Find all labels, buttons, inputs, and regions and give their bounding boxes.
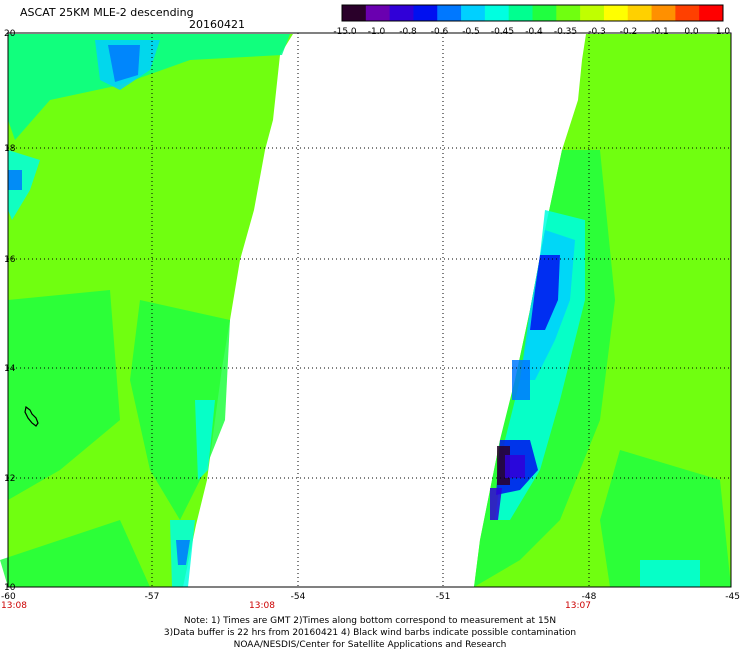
colorbar-swatch	[627, 5, 653, 21]
colorbar-label: -0.8	[399, 27, 417, 37]
lon-label: -57	[145, 592, 160, 602]
swath-patch	[195, 400, 215, 480]
swath-patch	[0, 520, 150, 587]
swath-patch	[108, 45, 140, 82]
colorbar: -15.0 -1.0 -0.8 -0.6 -0.5 -0.45 -0.4 -0.35 -0.3 -…	[333, 4, 731, 37]
island-outline	[24, 405, 39, 427]
colorbar-label: 1.0	[716, 27, 731, 37]
swath-left	[0, 34, 293, 587]
colorbar-swatch	[437, 5, 462, 21]
time-label: 13:07	[565, 601, 591, 611]
colorbar-label: -0.4	[525, 27, 543, 37]
lat-label: 18	[4, 144, 16, 154]
colorbar-label: 0.0	[684, 27, 699, 37]
chart-title: ASCAT 25KM MLE-2 descending	[20, 6, 194, 19]
time-label: 13:08	[1, 601, 27, 611]
colorbar-swatch	[461, 5, 486, 21]
swath-patch	[640, 560, 700, 587]
colorbar-label: -0.2	[620, 27, 638, 37]
colorbar-label: -0.3	[588, 27, 606, 37]
swath-patch	[490, 488, 502, 520]
colorbar-swatch	[342, 5, 367, 21]
note-line-1: Note: 1) Times are GMT 2)Times along bot…	[183, 616, 557, 626]
swath-patch	[530, 255, 560, 330]
colorbar-swatch	[651, 5, 676, 21]
lat-label: 14	[4, 364, 16, 374]
swath-patch	[8, 170, 22, 190]
swath-right	[474, 34, 731, 587]
lon-label: -48	[582, 592, 597, 602]
colorbar-swatch	[580, 5, 605, 21]
map-frame	[7, 32, 732, 588]
chart-date: 20160421	[189, 18, 245, 31]
swath-patch	[600, 450, 731, 587]
swath-patch	[505, 455, 525, 478]
colorbar-label: -0.45	[491, 27, 514, 37]
lon-label: -54	[291, 592, 306, 602]
colorbar-label: -0.35	[554, 27, 577, 37]
colorbar-swatch	[365, 5, 391, 21]
swath-patch	[512, 360, 530, 400]
note-line-3: NOAA/NESDIS/Center for Satellite Applica…	[233, 640, 507, 650]
colorbar-label: -0.6	[431, 27, 449, 37]
colorbar-swatch	[413, 5, 438, 21]
colorbar-label: -1.0	[368, 27, 386, 37]
swath-patch	[176, 540, 190, 565]
grid-lines	[8, 33, 731, 587]
lon-label: -60	[1, 592, 16, 602]
swath-patch	[8, 290, 120, 500]
colorbar-swatch	[508, 5, 533, 21]
lat-label: 10	[4, 583, 16, 593]
colorbar-swatch	[389, 5, 414, 21]
axis-labels: 20 18 16 14 12 10-60 -57 -54 -51 -48 -45 13:08 13:08…	[1, 29, 740, 611]
colorbar-label: -0.5	[462, 27, 480, 37]
lat-label: 16	[4, 255, 16, 265]
colorbar-swatch	[603, 5, 629, 21]
note-line-2: 3)Data buffer is 22 hrs from 20160421 4)…	[163, 628, 577, 638]
time-label: 13:08	[249, 601, 275, 611]
colorbar-swatch	[675, 5, 700, 21]
lon-label: -51	[436, 592, 451, 602]
colorbar-swatch	[532, 5, 557, 21]
colorbar-frame	[341, 4, 724, 22]
swath-patch	[8, 34, 290, 140]
lon-label: -45	[725, 592, 740, 602]
colorbar-swatch	[699, 5, 724, 21]
colorbar-label: -0.1	[651, 27, 669, 37]
lat-label: 20	[4, 29, 16, 39]
lat-label: 12	[4, 474, 15, 484]
colorbar-label: -15.0	[333, 27, 357, 37]
colorbar-swatch	[484, 5, 510, 21]
colorbar-swatch	[556, 5, 581, 21]
swath-patch	[8, 150, 40, 220]
